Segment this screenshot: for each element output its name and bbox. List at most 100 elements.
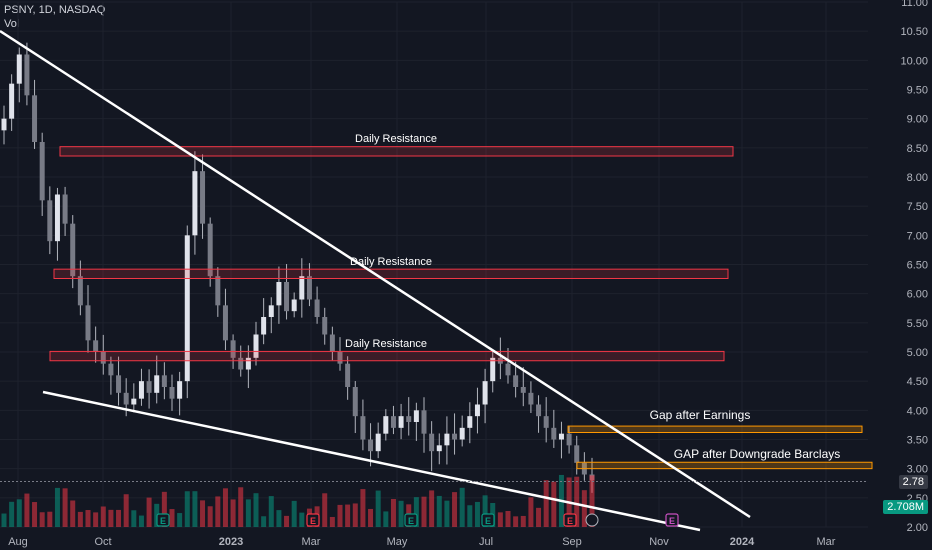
candle-body: [513, 375, 519, 387]
candle-body: [261, 317, 267, 335]
volume-bar: [291, 500, 297, 527]
candle-body: [528, 392, 534, 405]
candle-body: [100, 352, 106, 364]
candle-body: [574, 445, 580, 463]
volume-bar: [543, 480, 549, 527]
candle-body: [490, 357, 496, 382]
volume-bar: [551, 481, 557, 527]
volume-bar: [131, 510, 137, 527]
y-tick-label: 3.50: [907, 435, 928, 447]
volume-bar: [383, 511, 389, 527]
candle-body: [345, 363, 351, 387]
candle-body: [368, 439, 374, 452]
y-tick-label: 4.50: [907, 376, 928, 388]
candle-body: [421, 410, 427, 434]
volume-bar: [467, 505, 473, 527]
candle-body: [253, 334, 259, 358]
volume-bar: [32, 502, 38, 527]
volume-bar: [177, 513, 183, 527]
candle-body: [505, 363, 511, 376]
candle-body: [413, 410, 419, 422]
candle-body: [192, 171, 198, 236]
candle-body: [291, 299, 297, 312]
volume-bar: [169, 509, 175, 527]
candle-body: [77, 276, 83, 306]
volume-bar: [184, 491, 190, 527]
x-tick-label: Mar: [817, 536, 836, 548]
gap-box: [576, 461, 873, 470]
candle-body: [62, 194, 68, 224]
volume-bar: [54, 487, 60, 527]
volume-bar: [497, 512, 503, 527]
candle-body: [551, 427, 557, 440]
volume-bar: [390, 498, 396, 527]
candle-body: [39, 142, 45, 201]
volume-bar: [238, 487, 244, 527]
y-tick-label: 3.00: [907, 464, 928, 476]
upper-trendline: [0, 29, 751, 519]
y-tick-label: 7.50: [907, 201, 928, 213]
candle-body: [406, 416, 412, 422]
volume-bar: [222, 488, 228, 527]
x-tick-label: Mar: [302, 536, 321, 548]
x-tick-label: Nov: [649, 536, 669, 548]
volume-bar: [360, 489, 366, 527]
candle-body: [222, 305, 228, 341]
candle-body: [284, 282, 290, 312]
volume-bar: [9, 501, 15, 527]
candle-body: [299, 276, 305, 300]
volume-bar: [513, 516, 519, 527]
candle-body: [276, 282, 282, 306]
volume-bar: [245, 499, 251, 527]
earnings-marker-label: E: [160, 516, 166, 526]
candle-body: [536, 404, 542, 417]
volume-bar: [93, 512, 99, 527]
volume-bar: [474, 501, 480, 527]
volume-bar: [123, 494, 129, 527]
volume-bar: [16, 499, 22, 527]
volume-bar: [436, 495, 442, 527]
candle-body: [154, 375, 160, 393]
volume-bar: [421, 496, 427, 527]
annotation-label: Gap after Earnings: [650, 408, 751, 422]
gap-box: [567, 425, 863, 434]
volume-bar: [452, 492, 458, 527]
volume-bar: [482, 495, 488, 527]
volume-bar: [345, 504, 351, 527]
candle-body: [543, 416, 549, 428]
earnings-marker: [404, 513, 418, 527]
resistance-box: [49, 350, 725, 362]
candle-body: [177, 381, 183, 399]
volume-bar: [398, 500, 404, 527]
y-tick-label: 10.50: [900, 26, 928, 38]
volume-bar: [215, 496, 221, 527]
candle-body: [169, 387, 175, 399]
earnings-marker: [306, 513, 320, 527]
candle-body: [146, 381, 152, 393]
y-tick-label: 5.50: [907, 318, 928, 330]
candle-body: [207, 223, 213, 277]
volume-bar: [581, 490, 587, 527]
candle-body: [444, 433, 450, 446]
x-tick-label: May: [387, 536, 408, 548]
volume-bar: [24, 493, 30, 527]
candle-body: [9, 83, 15, 119]
volume-bar: [70, 500, 76, 527]
candle-body: [16, 54, 22, 84]
x-tick-label: Jul: [479, 536, 493, 548]
candle-body: [436, 445, 442, 452]
volume-bar: [1, 513, 7, 527]
y-tick-label: 7.00: [907, 230, 928, 242]
candle-body: [375, 433, 381, 452]
annotation-label: Daily Resistance: [350, 256, 432, 268]
candle-body: [360, 416, 366, 440]
lower-trendline: [42, 390, 701, 532]
candle-body: [230, 340, 236, 358]
earnings-marker-label: E: [567, 516, 573, 526]
candle-body: [337, 352, 343, 364]
annotation-label: GAP after Downgrade Barclays: [674, 447, 841, 461]
volume-bar: [146, 497, 152, 527]
volume-bar: [268, 496, 274, 527]
volume-bar: [520, 515, 526, 527]
candle-body: [390, 416, 396, 428]
